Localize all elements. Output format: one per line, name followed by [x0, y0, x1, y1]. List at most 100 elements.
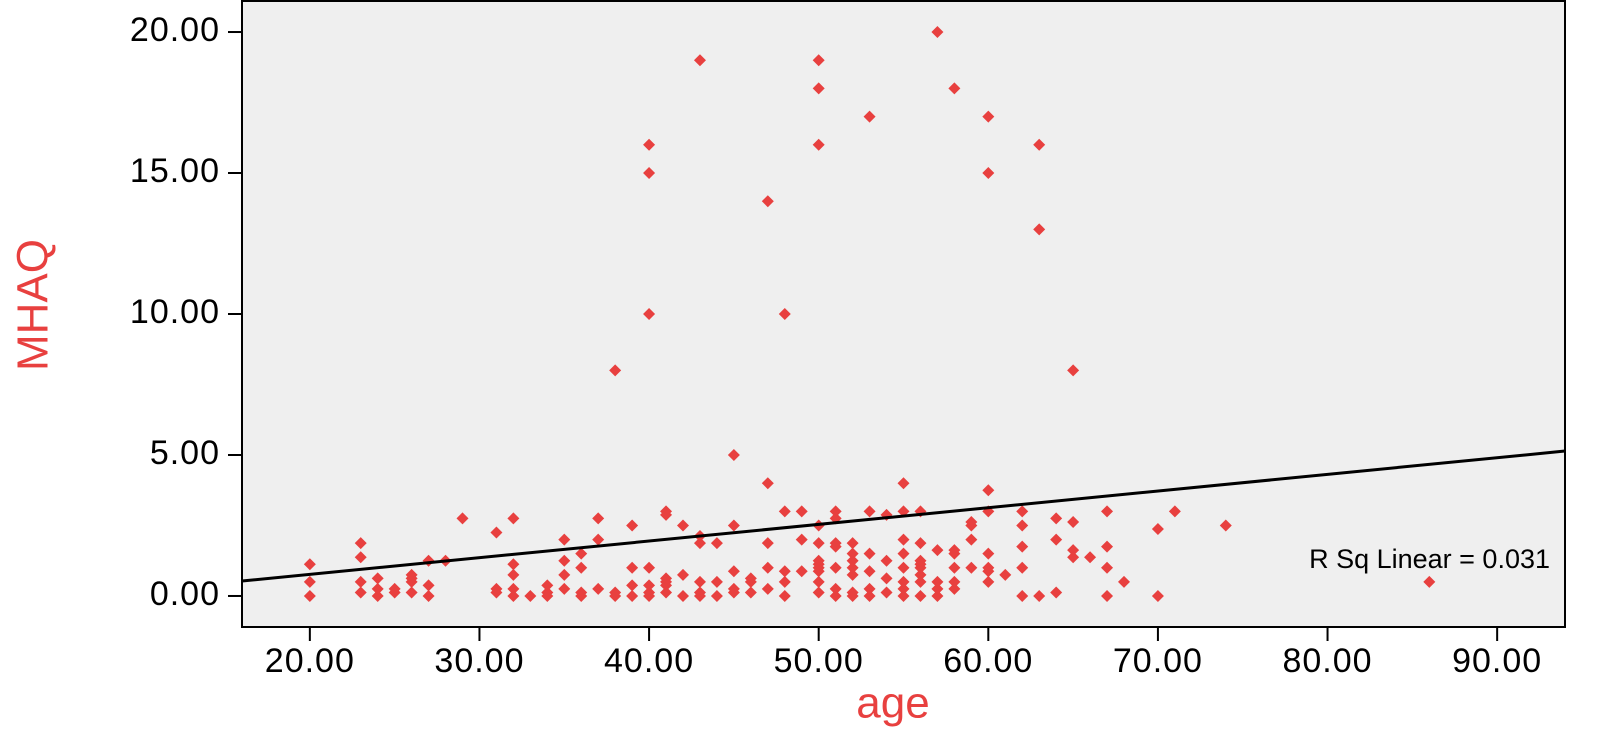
point [558, 582, 571, 595]
point [575, 586, 588, 599]
point [846, 554, 859, 567]
point [914, 537, 927, 550]
point [863, 547, 876, 560]
point [829, 537, 842, 550]
point [541, 579, 554, 592]
point [405, 568, 418, 581]
point [965, 561, 978, 574]
point [778, 505, 791, 518]
point [541, 586, 554, 599]
fit-line [241, 449, 1566, 583]
point [507, 582, 520, 595]
point [693, 537, 706, 550]
point [846, 586, 859, 599]
point [897, 582, 910, 595]
point [727, 448, 740, 461]
point [710, 537, 723, 550]
y-tick-label: 0.00 [150, 575, 220, 613]
point [609, 586, 622, 599]
point [1067, 364, 1080, 377]
point [863, 505, 876, 518]
point [1101, 505, 1114, 518]
point [1033, 589, 1046, 602]
point [1050, 586, 1063, 599]
point [490, 582, 503, 595]
point [626, 579, 639, 592]
point [829, 589, 842, 602]
point [1016, 519, 1029, 532]
point [1084, 551, 1097, 564]
point [1016, 589, 1029, 602]
point [880, 572, 893, 585]
point [982, 167, 995, 180]
point [761, 582, 774, 595]
point [897, 477, 910, 490]
point [677, 519, 689, 532]
point [643, 308, 656, 320]
point [1067, 544, 1080, 557]
point [812, 82, 825, 95]
point [1423, 575, 1436, 588]
point [626, 589, 639, 602]
y-tick-label: 5.00 [150, 434, 220, 472]
plot-area [241, 0, 1566, 628]
point [931, 582, 944, 595]
point [897, 561, 910, 574]
point [710, 589, 723, 602]
point [354, 575, 367, 588]
point [524, 589, 537, 602]
point [456, 512, 469, 525]
point [1101, 561, 1114, 574]
y-axis-title: MHAQ [9, 239, 58, 371]
point [778, 565, 791, 578]
point [761, 561, 774, 574]
y-tick-label: 15.00 [130, 152, 220, 190]
x-tick-label: 80.00 [1282, 642, 1372, 680]
point [897, 533, 910, 546]
point [660, 505, 673, 518]
point [812, 575, 825, 588]
point [812, 554, 825, 567]
point [948, 575, 961, 588]
point [846, 568, 859, 581]
point [778, 575, 791, 588]
y-tick-label: 10.00 [130, 293, 220, 331]
point [422, 589, 435, 602]
point [761, 477, 774, 490]
point [1101, 540, 1114, 553]
point [643, 138, 656, 151]
point [761, 537, 774, 550]
point [388, 582, 401, 595]
x-tick-label: 20.00 [265, 642, 355, 680]
point [1050, 533, 1063, 546]
point [507, 558, 520, 571]
point [643, 579, 656, 592]
point [1016, 505, 1029, 518]
point [507, 512, 520, 525]
point [727, 582, 740, 595]
point [1050, 512, 1063, 525]
point [982, 547, 995, 560]
point [761, 195, 774, 208]
point [507, 568, 520, 581]
point [795, 565, 808, 578]
point [863, 565, 876, 578]
point [948, 82, 961, 95]
point [643, 167, 656, 180]
point [982, 575, 995, 588]
point [626, 519, 639, 532]
point [727, 519, 740, 532]
point [914, 575, 927, 588]
point [558, 554, 571, 567]
y-tick-label: 20.00 [130, 11, 220, 49]
point [914, 568, 927, 581]
point [354, 551, 367, 564]
point [1151, 589, 1164, 602]
point [778, 308, 791, 320]
point [609, 364, 622, 377]
point [405, 586, 418, 599]
point [693, 575, 706, 588]
point [914, 554, 927, 567]
